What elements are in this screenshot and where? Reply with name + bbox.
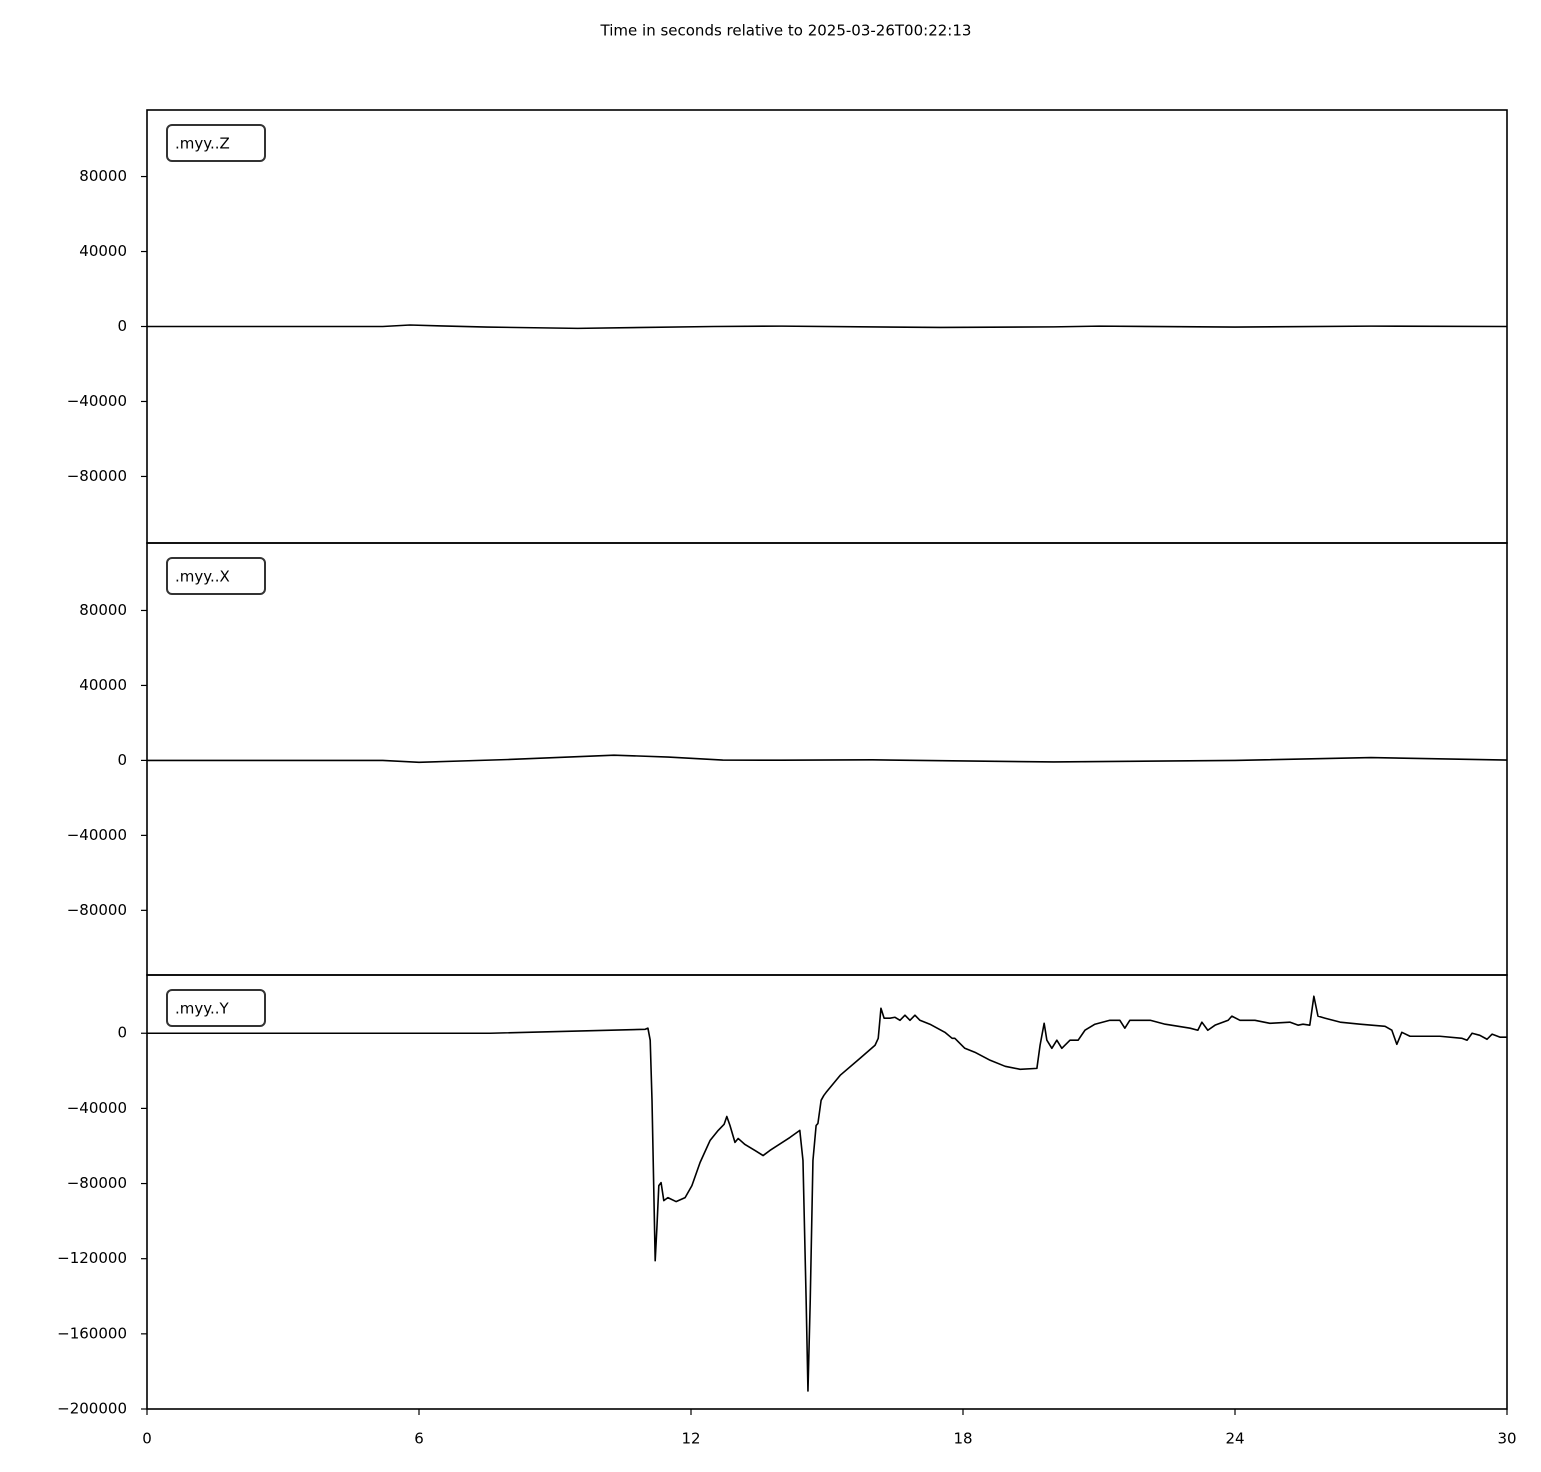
legend-box xyxy=(166,557,266,595)
trace-line xyxy=(147,754,1507,764)
x-tick-label: 12 xyxy=(681,1430,700,1448)
y-tick-label: −40000 xyxy=(67,392,127,410)
y-tick-label: −200000 xyxy=(57,1400,127,1418)
x-tick-label: 18 xyxy=(953,1430,972,1448)
figure-title: Time in seconds relative to 2025-03-26T0… xyxy=(600,22,972,40)
y-tick-label: 40000 xyxy=(79,242,127,260)
x-tick-label: 0 xyxy=(142,1430,152,1448)
y-tick-label: −40000 xyxy=(67,1099,127,1117)
legend-label: .myy..Z xyxy=(175,135,230,153)
legend-label: .myy..Y xyxy=(175,1000,230,1018)
y-tick-label: 0 xyxy=(117,317,127,335)
y-tick-label: −120000 xyxy=(57,1249,127,1267)
y-tick-label: 40000 xyxy=(79,676,127,694)
trace-line xyxy=(147,995,1507,1392)
legend-box xyxy=(166,124,266,162)
y-tick-label: −80000 xyxy=(67,1174,127,1192)
y-tick-label: 0 xyxy=(117,751,127,769)
x-tick-label: 6 xyxy=(414,1430,424,1448)
trace-line xyxy=(147,324,1507,330)
y-tick-label: −160000 xyxy=(57,1324,127,1342)
y-tick-label: 80000 xyxy=(79,601,127,619)
y-tick-label: −40000 xyxy=(67,826,127,844)
x-tick-label: 30 xyxy=(1497,1430,1516,1448)
y-tick-label: 80000 xyxy=(79,167,127,185)
x-tick-label: 24 xyxy=(1225,1430,1244,1448)
y-tick-label: 0 xyxy=(117,1024,127,1042)
y-tick-label: −80000 xyxy=(67,901,127,919)
legend-label: .myy..X xyxy=(175,568,230,586)
plot-frame xyxy=(146,974,1508,1410)
legend-box xyxy=(166,989,266,1027)
y-tick-label: −80000 xyxy=(67,467,127,485)
